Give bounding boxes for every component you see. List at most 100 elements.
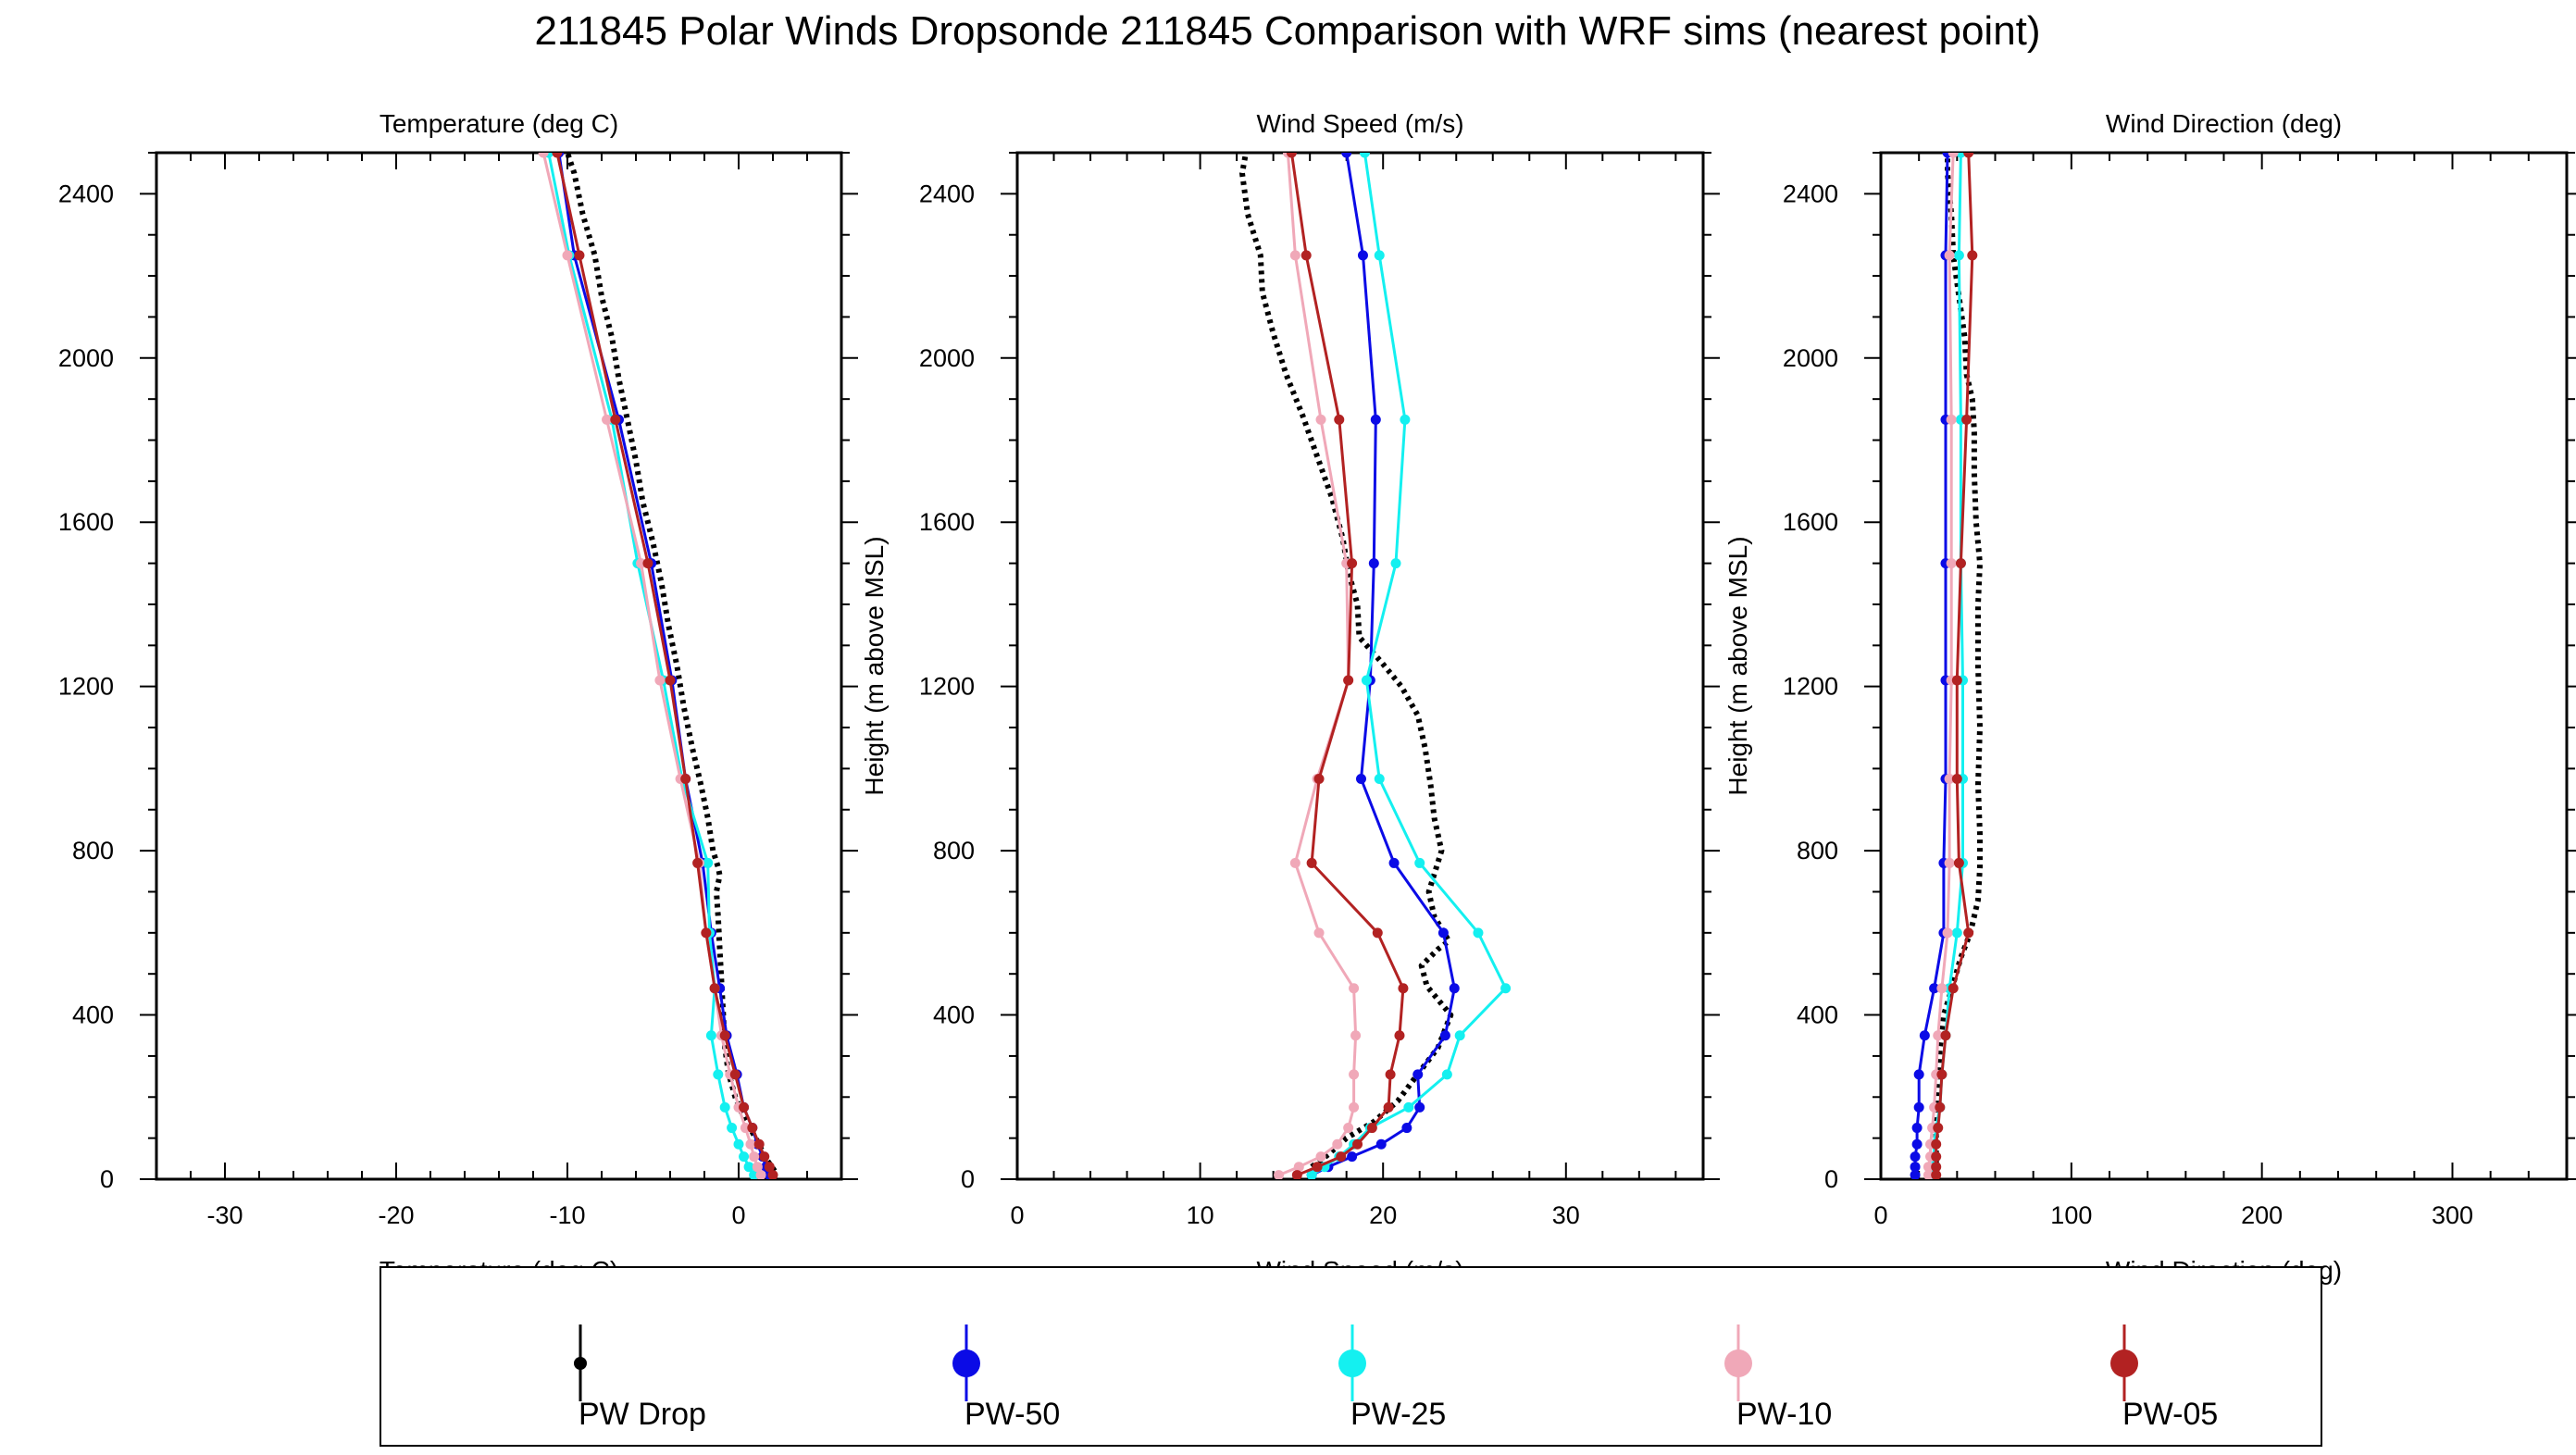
data-point-pw-10 bbox=[1274, 1170, 1285, 1179]
data-point-pw-10 bbox=[1315, 1151, 1326, 1163]
legend-label: PW-10 bbox=[1736, 1397, 1832, 1432]
x-tick-label: 0 bbox=[1010, 1201, 1024, 1229]
data-point-pw-50 bbox=[1437, 927, 1449, 939]
data-point-pw-05 bbox=[692, 857, 703, 868]
data-point-pw-10 bbox=[1946, 558, 1957, 569]
data-point-pw-10 bbox=[1923, 1170, 1934, 1179]
series-line-pw-25 bbox=[1311, 153, 1508, 1176]
legend-label: PW-05 bbox=[2122, 1397, 2218, 1432]
data-point-pw-25 bbox=[739, 1151, 750, 1163]
data-point-pw-05 bbox=[1931, 1170, 1942, 1179]
panel-temperature-deg-c: Temperature (deg C) -30 -20 -10 0 0 400 800 1200… bbox=[58, 109, 858, 1285]
data-point-pw-50 bbox=[1913, 1069, 1924, 1080]
x-tick-label: 20 bbox=[1369, 1201, 1397, 1229]
data-point-pw-05 bbox=[1312, 1162, 1323, 1173]
y-tick-label: 2400 bbox=[1783, 180, 1838, 207]
legend: PW Drop PW-50 PW-25 PW-10 PW-05 bbox=[380, 1266, 2322, 1447]
data-point-pw-05 bbox=[747, 1123, 758, 1134]
data-point-pw-50 bbox=[1913, 1101, 1924, 1113]
data-point-pw-25 bbox=[705, 1030, 716, 1041]
data-point-pw-25 bbox=[1473, 927, 1484, 939]
series-line-pw-10 bbox=[1927, 153, 1955, 1175]
data-point-pw-05 bbox=[1347, 558, 1358, 569]
data-point-pw-10 bbox=[1349, 1101, 1360, 1113]
data-point-pw-25 bbox=[1403, 1101, 1414, 1113]
y-tick-label: 0 bbox=[1824, 1165, 1838, 1193]
data-point-pw-10 bbox=[1289, 857, 1300, 868]
data-point-pw-05 bbox=[764, 1162, 775, 1173]
data-point-pw-05 bbox=[1955, 558, 1966, 569]
y-tick-label: 1600 bbox=[1783, 508, 1838, 536]
panel-wind-direction-deg: Wind Direction (deg) 0 100 200 300 0 400 800 120… bbox=[1724, 109, 2576, 1285]
y-tick-label: 800 bbox=[72, 837, 114, 864]
data-point-pw-50 bbox=[1388, 857, 1400, 868]
legend-label: PW-25 bbox=[1350, 1397, 1446, 1432]
series-line-pw-drop bbox=[1239, 153, 1454, 1170]
data-point-pw-25 bbox=[727, 1123, 738, 1134]
panel-wind-speed-m-s: Wind Speed (m/s) 0 10 20 30 0 400 800 1200 1600 20… bbox=[860, 109, 1720, 1285]
x-tick-label: 200 bbox=[2241, 1201, 2283, 1229]
x-tick-label: 300 bbox=[2432, 1201, 2473, 1229]
data-point-pw-50 bbox=[1368, 558, 1379, 569]
data-point-pw-50 bbox=[1370, 414, 1381, 425]
legend-entry-pw-50: PW-50 bbox=[952, 1324, 1060, 1432]
x-tick-label: 0 bbox=[731, 1201, 745, 1229]
y-tick-label: 1600 bbox=[919, 508, 975, 536]
legend-label: PW-50 bbox=[964, 1397, 1060, 1432]
data-point-pw-05 bbox=[1948, 983, 1959, 994]
data-point-pw-10 bbox=[654, 675, 666, 686]
data-point-pw-05 bbox=[1953, 857, 1964, 868]
plot-frame bbox=[1015, 151, 1705, 1181]
y-tick-label: 0 bbox=[961, 1165, 975, 1193]
y-tick-label: 400 bbox=[933, 1001, 975, 1029]
data-point-pw-05 bbox=[1366, 1123, 1377, 1134]
data-point-pw-05 bbox=[1383, 1101, 1394, 1113]
data-point-pw-50 bbox=[1355, 773, 1366, 784]
data-point-pw-25 bbox=[1500, 983, 1512, 994]
data-point-pw-25 bbox=[733, 1138, 744, 1150]
data-point-pw-05 bbox=[610, 414, 621, 425]
data-point-pw-50 bbox=[1929, 983, 1940, 994]
data-point-pw-10 bbox=[1944, 250, 1955, 261]
panels: Temperature (deg C) -30 -20 -10 0 0 400 800 1200… bbox=[58, 109, 2576, 1285]
data-point-pw-05 bbox=[1336, 1151, 1347, 1163]
data-point-pw-05 bbox=[1343, 675, 1354, 686]
series-line-pw-10 bbox=[541, 153, 763, 1176]
y-tick-label: 400 bbox=[72, 1001, 114, 1029]
data-point-pw-10 bbox=[1936, 983, 1948, 994]
data-point-pw-10 bbox=[1946, 414, 1957, 425]
data-point-pw-10 bbox=[752, 1162, 763, 1173]
data-point-pw-05 bbox=[753, 1138, 765, 1150]
data-point-pw-25 bbox=[1359, 153, 1370, 158]
data-point-pw-05 bbox=[1286, 153, 1297, 158]
y-tick-label: 0 bbox=[100, 1165, 114, 1193]
data-point-pw-50 bbox=[1919, 1030, 1930, 1041]
panel-title: Wind Speed (m/s) bbox=[1256, 109, 1463, 138]
data-point-pw-05 bbox=[574, 250, 585, 261]
y-tick-label: 1200 bbox=[58, 673, 114, 701]
data-point-pw-05 bbox=[1300, 250, 1312, 261]
data-point-pw-50 bbox=[1357, 250, 1368, 261]
x-tick-label: 0 bbox=[1873, 1201, 1887, 1229]
data-point-pw-50 bbox=[1412, 1069, 1424, 1080]
data-point-pw-05 bbox=[1935, 1101, 1946, 1113]
data-point-pw-25 bbox=[703, 857, 714, 868]
data-point-pw-05 bbox=[552, 153, 563, 158]
plot-frame bbox=[1879, 151, 2569, 1181]
data-point-pw-50 bbox=[1911, 1138, 1923, 1150]
data-point-pw-10 bbox=[1349, 983, 1360, 994]
data-point-pw-05 bbox=[719, 1030, 730, 1041]
data-point-pw-10 bbox=[1350, 1030, 1362, 1041]
data-point-pw-05 bbox=[729, 1069, 740, 1080]
data-point-pw-05 bbox=[759, 1151, 770, 1163]
data-point-pw-50 bbox=[1449, 983, 1460, 994]
data-point-pw-05 bbox=[1961, 414, 1972, 425]
y-tick-label: 2000 bbox=[919, 344, 975, 372]
data-point-pw-25 bbox=[1306, 1170, 1317, 1179]
data-point-pw-10 bbox=[1293, 1162, 1304, 1173]
series-line-pw-05 bbox=[1935, 153, 1974, 1175]
data-point-pw-50 bbox=[1401, 1123, 1412, 1134]
figure-title: 211845 Polar Winds Dropsonde 211845 Comp… bbox=[534, 8, 2040, 54]
data-point-pw-10 bbox=[1942, 927, 1953, 939]
